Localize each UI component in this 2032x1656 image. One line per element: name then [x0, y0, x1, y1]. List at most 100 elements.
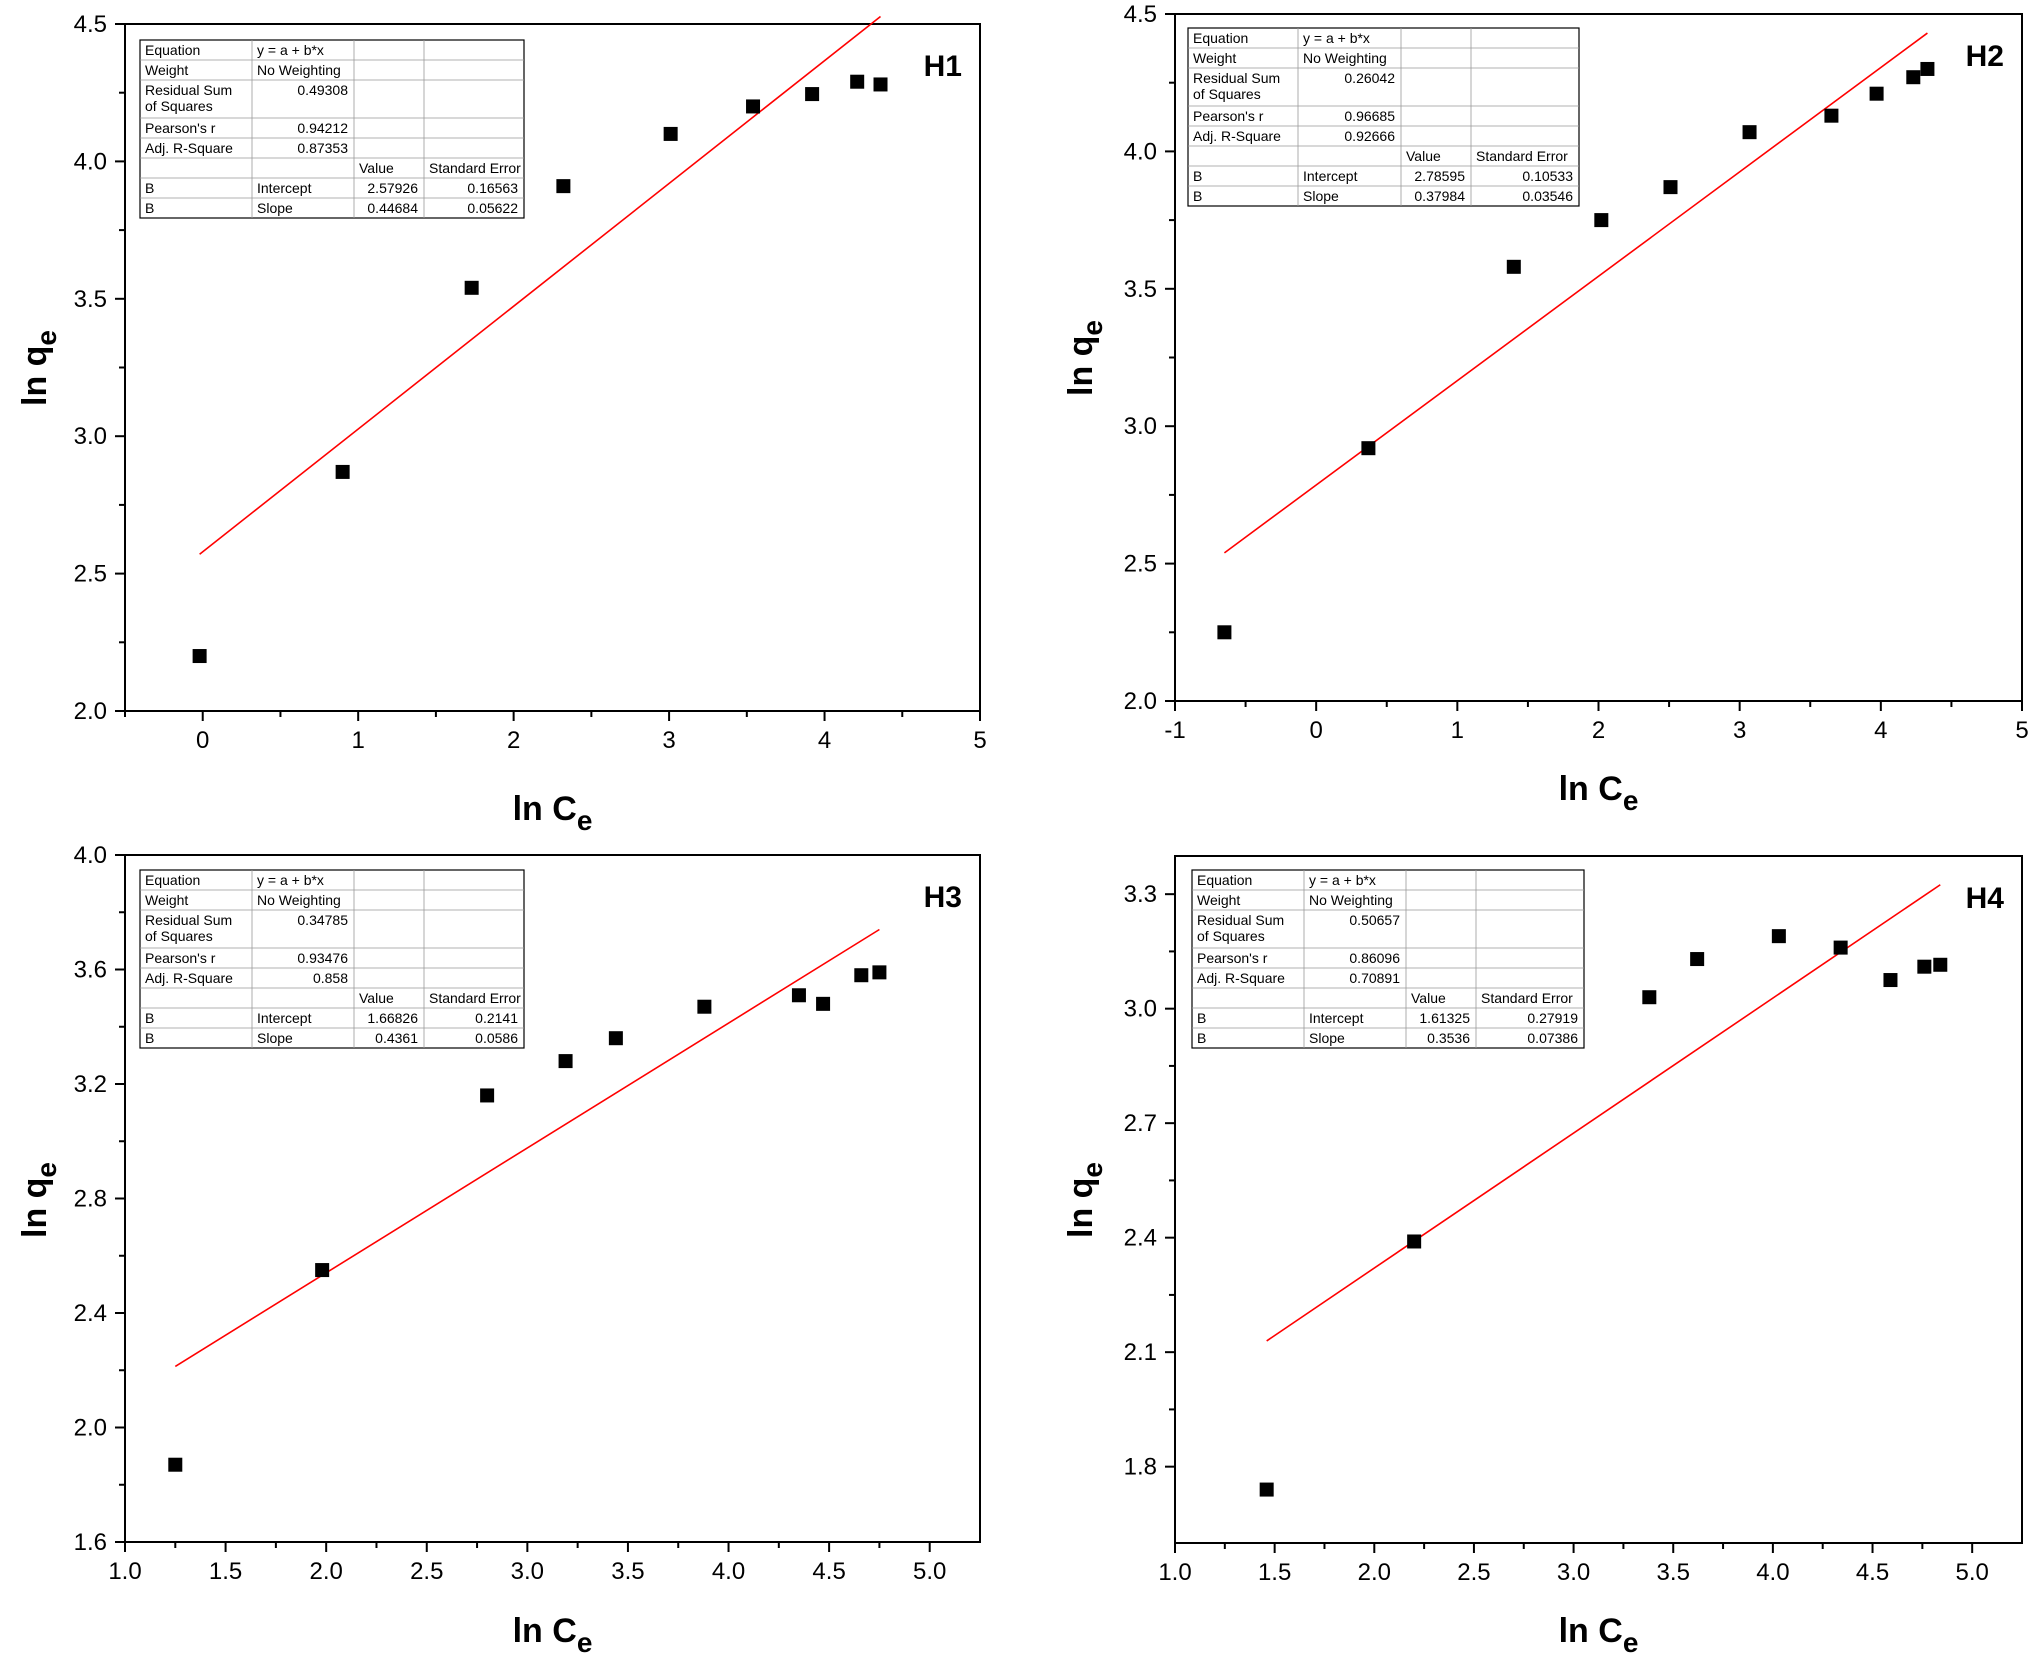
table-cell: B — [1193, 168, 1202, 184]
table-cell: 2.78595 — [1414, 168, 1465, 184]
data-point — [1869, 86, 1884, 101]
fit-results-table: Equation y = a + b*x Weight No Weighting Res… — [1187, 27, 1580, 207]
data-point — [854, 968, 869, 983]
table-cell: Intercept — [1309, 1010, 1364, 1026]
x-tick-label: 4 — [1874, 717, 1887, 744]
data-point — [1506, 259, 1521, 274]
y-tick-label: 4.5 — [74, 11, 107, 38]
y-tick-label: 3.6 — [74, 957, 107, 984]
y-tick-label: 2.8 — [74, 1186, 107, 1213]
table-cell: y = a + b*x — [1309, 872, 1376, 888]
x-tick-label: 3 — [1733, 717, 1746, 744]
table-cell: 0.49308 — [297, 82, 348, 98]
x-axis-title: ln Ce — [513, 1612, 593, 1656]
table-cell: of Squares — [145, 98, 213, 114]
y-tick-label: 2.0 — [1124, 688, 1157, 715]
table-cell: No Weighting — [1309, 892, 1393, 908]
table-border — [1191, 869, 1585, 1049]
table-border — [1187, 27, 1580, 207]
data-point — [791, 988, 806, 1003]
table-cell: 0.37984 — [1414, 188, 1465, 204]
x-axis-title: ln Ce — [1559, 770, 1639, 816]
table-cell: y = a + b*x — [257, 42, 324, 58]
fit-results-table: Equation y = a + b*x Weight No Weighting Res… — [1191, 869, 1585, 1049]
table-cell: 0.26042 — [1344, 70, 1395, 86]
x-tick-label: 4.5 — [812, 1558, 845, 1585]
table-cell: Residual Sum — [145, 912, 232, 928]
table-cell: Adj. R-Square — [145, 140, 233, 156]
table-cell: of Squares — [145, 928, 213, 944]
table-cell: 0.16563 — [467, 180, 518, 196]
x-tick-label: 1.0 — [1158, 1559, 1191, 1586]
table-cell: Weight — [145, 62, 188, 78]
y-tick-label: 2.4 — [74, 1300, 107, 1327]
y-tick-label: 2.0 — [74, 698, 107, 725]
data-point — [480, 1088, 495, 1103]
y-axis-title: ln qe — [16, 1162, 62, 1238]
table-cell: Value — [1411, 990, 1446, 1006]
y-axis-title: ln qe — [16, 330, 62, 406]
y-tick-label: 2.0 — [74, 1415, 107, 1442]
table-cell: 0.858 — [313, 970, 348, 986]
y-tick-label: 3.5 — [1124, 276, 1157, 303]
x-tick-label: 4 — [818, 727, 831, 754]
table-cell: 0.03546 — [1522, 188, 1573, 204]
y-tick-label: 3.2 — [74, 1071, 107, 1098]
data-point — [1906, 70, 1921, 85]
chart-panel-h3: 1.0 1.5 2.0 2.5 3.0 3.5 4.0 4.5 5.0 1.6 2.0 2.4 2.8 3… — [16, 842, 981, 1656]
x-tick-label: 2.5 — [1457, 1559, 1490, 1586]
data-point — [872, 965, 887, 980]
table-cell: Slope — [1309, 1030, 1345, 1046]
data-point — [608, 1031, 623, 1046]
data-point — [805, 87, 820, 102]
table-cell: Equation — [1197, 872, 1252, 888]
y-tick-label: 2.1 — [1124, 1339, 1157, 1366]
data-point — [1690, 952, 1705, 967]
table-cell: Slope — [257, 1030, 293, 1046]
table-cell: 0.10533 — [1522, 168, 1573, 184]
x-tick-label: 2.0 — [309, 1558, 342, 1585]
y-tick-label: 3.0 — [1124, 413, 1157, 440]
x-tick-label: 5.0 — [1955, 1559, 1988, 1586]
y-tick-label: 4.0 — [74, 148, 107, 175]
data-point — [1594, 213, 1609, 228]
table-border — [139, 39, 525, 219]
table-cell: 0.93476 — [297, 950, 348, 966]
x-tick-label: 3.5 — [1657, 1559, 1690, 1586]
table-cell: Adj. R-Square — [1197, 970, 1285, 986]
table-cell: Residual Sum — [1197, 912, 1284, 928]
data-point — [1217, 625, 1232, 640]
x-tick-label: 0 — [1309, 717, 1322, 744]
table-cell: 0.50657 — [1349, 912, 1400, 928]
x-tick-label: 4.0 — [712, 1558, 745, 1585]
table-cell: 0.44684 — [367, 200, 418, 216]
y-tick-label: 2.7 — [1124, 1110, 1157, 1137]
chart-panel-h2: -1 0 1 2 3 4 5 2.0 2.5 3.0 3.5 4.0 4.5 Equation y = a … — [1062, 1, 2029, 816]
table-cell: Value — [359, 160, 394, 176]
table-cell: B — [1193, 188, 1202, 204]
table-cell: B — [145, 180, 154, 196]
table-cell: y = a + b*x — [1303, 30, 1370, 46]
table-cell: 0.86096 — [1349, 950, 1400, 966]
fit-line — [199, 15, 882, 555]
data-point — [1361, 441, 1376, 456]
y-tick-label: 2.5 — [74, 561, 107, 588]
table-cell: Standard Error — [1476, 148, 1568, 164]
table-cell: Equation — [145, 42, 200, 58]
table-cell: Intercept — [257, 1010, 312, 1026]
data-point — [192, 649, 207, 664]
x-tick-label: 3.0 — [1557, 1559, 1590, 1586]
table-cell: 1.66826 — [367, 1010, 418, 1026]
data-point — [556, 179, 571, 194]
table-cell: Pearson's r — [145, 950, 216, 966]
plot-frame — [1174, 855, 2023, 1544]
data-point — [1407, 1234, 1422, 1249]
table-cell: Standard Error — [1481, 990, 1573, 1006]
y-axis-title: ln qe — [1062, 1162, 1108, 1238]
x-tick-label: 1 — [352, 727, 365, 754]
data-point — [746, 99, 761, 114]
table-cell: 0.87353 — [297, 140, 348, 156]
data-point — [1833, 940, 1848, 955]
y-tick-label: 2.4 — [1124, 1225, 1157, 1252]
panel-label: H1 — [924, 50, 962, 83]
